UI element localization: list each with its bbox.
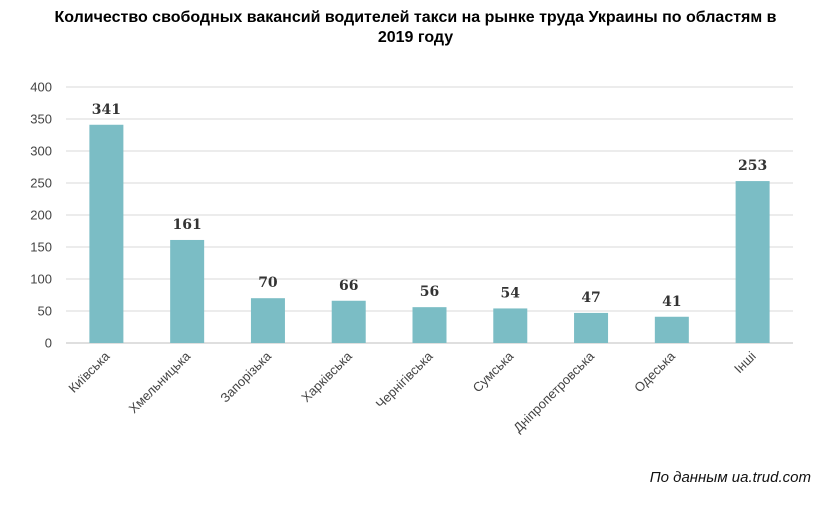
data-label: 253: [738, 158, 767, 174]
data-label: 41: [662, 294, 681, 310]
bar: [412, 307, 447, 343]
x-tick-label: Сумська: [470, 348, 517, 395]
x-tick-label: Дніпропетровська: [510, 348, 597, 435]
x-axis-ticks: Київська Хмельницька Запорізька Харківська Ч…: [65, 348, 758, 435]
y-tick-label: 250: [30, 176, 52, 191]
x-tick-label: Чернігівська: [373, 348, 437, 412]
data-label: 341: [92, 102, 121, 118]
data-label: 47: [581, 290, 600, 306]
bar: [331, 300, 366, 343]
x-tick-label: Київська: [65, 348, 113, 396]
data-label: 161: [173, 217, 202, 233]
bar: [250, 298, 285, 343]
data-label: 56: [420, 284, 439, 300]
y-tick-label: 50: [38, 304, 52, 319]
y-tick-label: 0: [45, 336, 52, 351]
bars: [89, 124, 770, 343]
data-labels: 341 161 70 66 56 54 47 41 253: [92, 102, 767, 310]
y-tick-label: 350: [30, 112, 52, 127]
x-tick-label: Запорізька: [217, 348, 274, 405]
data-label: 54: [501, 285, 521, 301]
x-tick-label: Інші: [731, 348, 759, 376]
bar: [735, 181, 770, 343]
y-tick-label: 100: [30, 272, 52, 287]
bar: [574, 312, 609, 343]
bar: [654, 316, 689, 343]
chart-title-line-1: Количество свободных вакансий водителей …: [54, 9, 777, 26]
y-tick-label: 200: [30, 208, 52, 223]
bar: [170, 239, 205, 343]
bar: [89, 124, 124, 343]
x-tick-label: Одеська: [631, 348, 678, 395]
chart-title: Количество свободных вакансий водителей …: [0, 8, 831, 48]
y-tick-label: 300: [30, 144, 52, 159]
y-axis-ticks: 0 50 100 150 200 250 300 350 400: [30, 80, 52, 351]
data-label: 70: [258, 275, 278, 291]
data-label: 66: [339, 278, 358, 294]
y-tick-label: 400: [30, 80, 52, 95]
chart-title-line-2: 2019 году: [377, 29, 454, 46]
x-tick-label: Хмельницька: [126, 348, 194, 416]
y-tick-label: 150: [30, 240, 52, 255]
x-tick-label: Харківська: [298, 348, 355, 405]
source-note: По данным ua.trud.com: [649, 469, 811, 486]
bar: [493, 308, 528, 343]
